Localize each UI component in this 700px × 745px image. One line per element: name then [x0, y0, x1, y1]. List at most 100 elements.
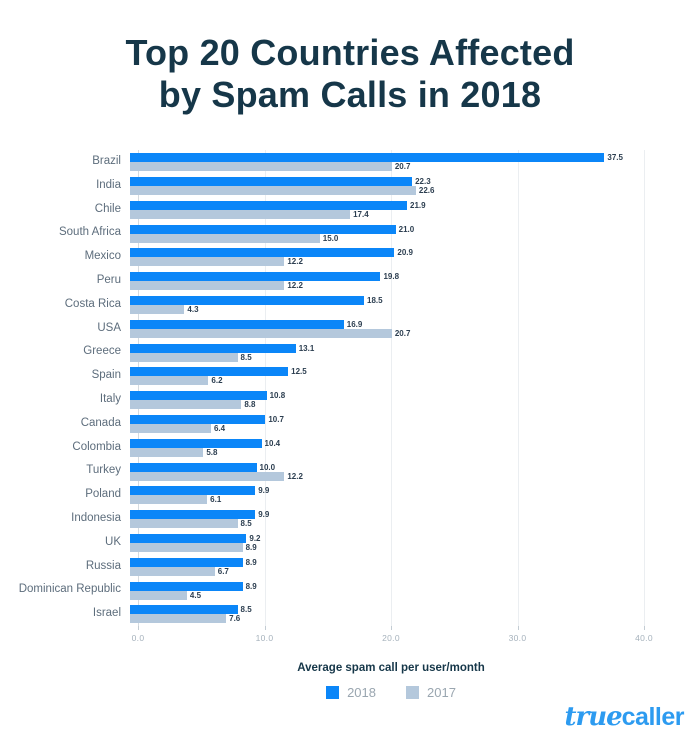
- value-label-2017: 6.4: [213, 423, 226, 433]
- country-label: USA: [97, 321, 121, 334]
- bar-2017: [130, 209, 351, 219]
- table-row: Greece 13.1 8.5: [0, 340, 700, 364]
- bar-2018: [130, 200, 408, 210]
- x-axis-label: Average spam call per user/month: [297, 662, 485, 674]
- x-tick-label: 30.0: [508, 633, 527, 643]
- gridline: [517, 150, 519, 626]
- bar-group: 9.9 8.5: [130, 507, 700, 531]
- bar-2018: [130, 391, 267, 401]
- bar-2018: [130, 557, 243, 567]
- bar-2018: [130, 605, 238, 615]
- bar-2018: [130, 367, 289, 377]
- value-label-2017: 6.1: [210, 495, 222, 505]
- x-tick-label: 0.0: [131, 633, 145, 643]
- bar-2017: [130, 281, 285, 291]
- bar-group: 12.5 6.2: [130, 364, 700, 388]
- bar-group: 9.9 6.1: [130, 483, 700, 507]
- gridline: [391, 150, 392, 626]
- bar-group: 8.9 6.7: [130, 555, 700, 579]
- value-label-2017: 5.8: [206, 447, 218, 457]
- bar-2017: [130, 495, 208, 505]
- page-title-line1: Top 20 Countries Affected: [125, 32, 575, 73]
- country-label: Israel: [92, 607, 121, 620]
- x-tick-label: 40.0: [635, 633, 653, 643]
- table-row: Mexico 20.9 12.2: [0, 245, 700, 269]
- country-label: Greece: [83, 345, 121, 358]
- legend-label: 2018: [347, 685, 376, 700]
- country-label: Peru: [96, 273, 121, 286]
- value-label-2017: 12.2: [287, 281, 303, 291]
- country-label: Indonesia: [71, 511, 121, 524]
- bar-2018: [130, 486, 256, 496]
- bar-2018: [130, 414, 266, 424]
- value-label-2017: 6.7: [217, 566, 229, 576]
- bar-group: 10.8 8.8: [130, 388, 700, 412]
- truecaller-logo: truecaller: [565, 700, 685, 738]
- bar-group: 8.9 4.5: [130, 578, 700, 602]
- bar-2017: [130, 233, 320, 243]
- table-row: Colombia 10.4 5.8: [0, 436, 700, 460]
- x-tick-mark: [264, 626, 266, 630]
- bar-2017: [130, 352, 238, 362]
- legend-swatch-2017: [406, 686, 419, 699]
- country-label: Turkey: [86, 464, 121, 477]
- value-label-2018: 10.7: [268, 414, 284, 424]
- bar-group: 8.5 7.6: [130, 602, 700, 626]
- value-label-2018: 9.9: [258, 510, 270, 520]
- bar-2017: [130, 304, 185, 314]
- value-label-2018: 8.9: [245, 581, 257, 591]
- logo-word-caller: caller: [621, 703, 685, 731]
- value-label-2018: 10.4: [264, 438, 281, 448]
- country-label: Colombia: [72, 440, 121, 453]
- country-label: India: [96, 178, 121, 191]
- bar-2018: [130, 319, 344, 329]
- value-label-2018: 19.8: [383, 272, 400, 282]
- value-label-2017: 7.6: [229, 614, 241, 624]
- value-label-2018: 9.2: [249, 533, 261, 543]
- value-label-2017: 17.4: [353, 209, 369, 219]
- value-label-2017: 8.9: [245, 542, 257, 552]
- table-row: Chile 21.9 17.4: [0, 198, 700, 222]
- bar-group: 21.9 17.4: [130, 198, 700, 222]
- table-row: Dominican Republic 8.9 4.5: [0, 578, 700, 602]
- value-label-2018: 21.0: [398, 224, 415, 234]
- table-row: USA 16.9 20.7: [0, 317, 700, 341]
- bar-2017: [130, 519, 238, 529]
- table-row: Israel 8.5 7.6: [0, 602, 700, 626]
- table-row: Canada 10.7 6.4: [0, 412, 700, 436]
- gridline: [264, 150, 266, 626]
- bar-group: 18.5 4.3: [130, 293, 700, 317]
- value-label-2017: 12.2: [287, 471, 303, 481]
- value-label-2017: 20.7: [394, 162, 411, 172]
- bar-2018: [130, 153, 605, 163]
- table-row: UK 9.2 8.9: [0, 531, 700, 555]
- legend: 2018 2017: [138, 685, 644, 700]
- x-tick-mark: [391, 626, 392, 630]
- value-label-2017: 12.2: [287, 257, 303, 267]
- bar-2017: [130, 566, 215, 576]
- bar-group: 20.9 12.2: [130, 245, 700, 269]
- value-label-2018: 21.9: [410, 200, 426, 210]
- value-label-2018: 22.3: [415, 176, 431, 186]
- bar-2017: [130, 614, 227, 624]
- bar-group: 19.8 12.2: [130, 269, 700, 293]
- x-tick-mark: [644, 626, 645, 630]
- value-label-2018: 10.8: [269, 391, 286, 401]
- value-label-2017: 4.5: [189, 590, 202, 600]
- bar-2017: [130, 590, 187, 600]
- country-label: Costa Rica: [64, 297, 121, 310]
- page-title: Top 20 Countries Affected by Spam Calls …: [0, 32, 700, 116]
- bar-2017: [130, 423, 211, 433]
- value-label-2017: 8.5: [240, 519, 252, 529]
- country-label: Italy: [99, 392, 121, 405]
- bar-2018: [130, 224, 396, 234]
- table-row: Peru 19.8 12.2: [0, 269, 700, 293]
- legend-item-2017: 2017: [406, 685, 456, 700]
- value-label-2018: 10.0: [259, 462, 276, 472]
- table-row: India 22.3 22.6: [0, 174, 700, 198]
- bar-chart: Brazil 37.5 20.7 India 22.3 22.6 Chile 21.9 17.4…: [0, 150, 700, 626]
- table-row: South Africa 21.0 15.0: [0, 221, 700, 245]
- table-row: Russia 8.9 6.7: [0, 555, 700, 579]
- gridline: [644, 150, 645, 626]
- bar-2018: [130, 343, 296, 353]
